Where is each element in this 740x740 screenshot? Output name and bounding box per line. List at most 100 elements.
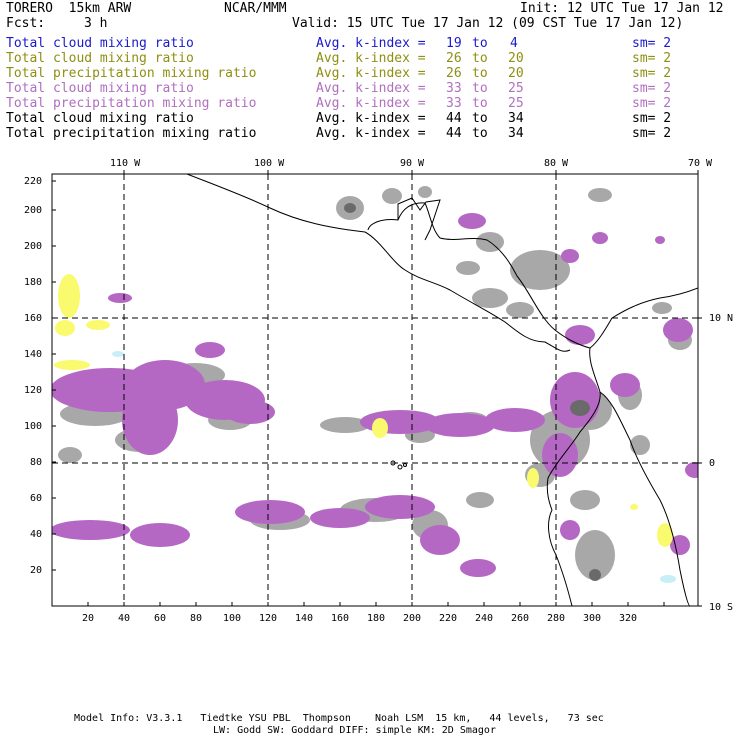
y-tick-label: 120 — [24, 385, 43, 396]
legend-sm: sm= 2 — [632, 126, 672, 141]
lon-label-100w: 100 W — [254, 158, 285, 169]
x-tick-label: 160 — [331, 613, 350, 624]
legend-index: Avg. k-index = — [316, 111, 426, 126]
legend-field: Total precipitation mixing ratio — [6, 96, 257, 111]
x-tick-label: 240 — [475, 613, 494, 624]
legend-to: 25 — [508, 81, 524, 96]
x-tick-label: 140 — [295, 613, 314, 624]
legend-from: 44 — [446, 126, 462, 141]
y-tick-label: 160 — [24, 313, 43, 324]
legend-sm: sm= 2 — [632, 66, 672, 81]
lon-label-90w: 90 W — [400, 158, 425, 169]
x-tick-label: 120 — [259, 613, 278, 624]
y-tick-label: 40 — [30, 529, 43, 540]
physics-info: LW: Godd SW: Goddard DIFF: simple KM: 2D… — [213, 725, 496, 736]
y-tick-label: 60 — [30, 493, 43, 504]
legend-row: Total cloud mixing ratio Avg. k-index = … — [6, 51, 736, 66]
y-tick-label: 180 — [24, 277, 43, 288]
x-tick-label: 300 — [583, 613, 602, 624]
x-tick-label: 320 — [619, 613, 638, 624]
legend-row: Total precipitation mixing ratio Avg. k-… — [6, 96, 736, 111]
legend-sm: sm= 2 — [632, 111, 672, 126]
legend-index: Avg. k-index = — [316, 66, 426, 81]
x-tick-label: 220 — [439, 613, 458, 624]
x-tick-label: 80 — [190, 613, 203, 624]
legend-sm: sm= 2 — [632, 96, 672, 111]
x-tick-label: 260 — [511, 613, 530, 624]
legend-field: Total cloud mixing ratio — [6, 111, 194, 126]
legend-field: Total cloud mixing ratio — [6, 51, 194, 66]
y-tick-label: 200 — [24, 241, 43, 252]
legend-row: Total precipitation mixing ratio Avg. k-… — [6, 66, 736, 81]
legend-from: 26 — [446, 51, 462, 66]
lat-tick-marks — [698, 317, 702, 607]
x-tick-label: 100 — [223, 613, 242, 624]
legend-index: Avg. k-index = — [316, 96, 426, 111]
x-tick-label: 60 — [154, 613, 167, 624]
legend-to: 20 — [508, 66, 524, 81]
valid-time: Valid: 15 UTC Tue 17 Jan 12 (09 CST Tue … — [292, 16, 684, 31]
lon-label-70w: 70 W — [688, 158, 713, 169]
forecast-hours: 3 h — [84, 16, 108, 31]
legend-field: Total precipitation mixing ratio — [6, 66, 257, 81]
y-tick-label: 100 — [24, 421, 43, 432]
legend-to-word: to — [472, 66, 488, 81]
legend-sm: sm= 2 — [632, 36, 672, 51]
legend-index: Avg. k-index = — [316, 51, 426, 66]
legend-row: Total cloud mixing ratio Avg. k-index = … — [6, 111, 736, 126]
lon-label-80w: 80 W — [544, 158, 569, 169]
x-tick-label: 180 — [367, 613, 386, 624]
legend-row: Total cloud mixing ratio Avg. k-index = … — [6, 36, 736, 51]
x-tick-label: 280 — [547, 613, 566, 624]
cloud-yellow-areas — [54, 274, 673, 547]
x-tick-label: 20 — [82, 613, 95, 624]
legend-from: 19 — [446, 36, 462, 51]
model-title: TORERO 15km ARW — [6, 1, 132, 16]
y-tick-marks — [52, 180, 56, 571]
lat-label-0: 0 — [709, 458, 716, 469]
legend-index: Avg. k-index = — [316, 81, 426, 96]
init-time: Init: 12 UTC Tue 17 Jan 12 — [520, 1, 724, 16]
lon-label-110w: 110 W — [110, 158, 141, 169]
cloud-dark-cores — [344, 203, 601, 581]
legend-index: Avg. k-index = — [316, 36, 426, 51]
legend-to-word: to — [472, 126, 488, 141]
lon-tick-marks — [123, 170, 699, 174]
y-tick-label: 140 — [24, 349, 43, 360]
x-tick-marks — [87, 602, 665, 606]
y-tick-label: 80 — [30, 457, 43, 468]
legend-to-word: to — [472, 51, 488, 66]
legend-to: 4 — [510, 36, 518, 51]
legend-to: 34 — [508, 111, 524, 126]
legend-to-word: to — [472, 96, 488, 111]
legend-row: Total precipitation mixing ratio Avg. k-… — [6, 126, 736, 141]
legend-from: 33 — [446, 81, 462, 96]
y-tick-label: 220 — [24, 176, 43, 187]
legend-row: Total cloud mixing ratio Avg. k-index = … — [6, 81, 736, 96]
legend-to-word: to — [472, 111, 488, 126]
model-info: Model Info: V3.3.1 Tiedtke YSU PBL Thomp… — [74, 713, 604, 724]
legend-sm: sm= 2 — [632, 51, 672, 66]
legend-sm: sm= 2 — [632, 81, 672, 96]
legend-to-word: to — [472, 81, 488, 96]
lat-lon-grid — [52, 174, 698, 606]
lat-label-10n: 10 N — [709, 313, 734, 324]
legend-from: 33 — [446, 96, 462, 111]
org-label: NCAR/MMM — [224, 1, 287, 16]
legend-from: 44 — [446, 111, 462, 126]
legend-field: Total precipitation mixing ratio — [6, 126, 257, 141]
legend-to: 25 — [508, 96, 524, 111]
x-tick-label: 200 — [403, 613, 422, 624]
legend-to: 20 — [508, 51, 524, 66]
lat-label-10s: 10 S — [709, 602, 734, 613]
x-tick-label: 40 — [118, 613, 131, 624]
y-tick-label-200: 200 — [24, 205, 43, 216]
coastlines — [186, 174, 698, 606]
cloud-purple-areas — [52, 213, 698, 577]
forecast-label: Fcst: — [6, 16, 46, 31]
legend-field: Total cloud mixing ratio — [6, 36, 194, 51]
cloud-cyan-areas — [112, 351, 676, 583]
legend-from: 26 — [446, 66, 462, 81]
legend-field: Total cloud mixing ratio — [6, 81, 194, 96]
legend-index: Avg. k-index = — [316, 126, 426, 141]
